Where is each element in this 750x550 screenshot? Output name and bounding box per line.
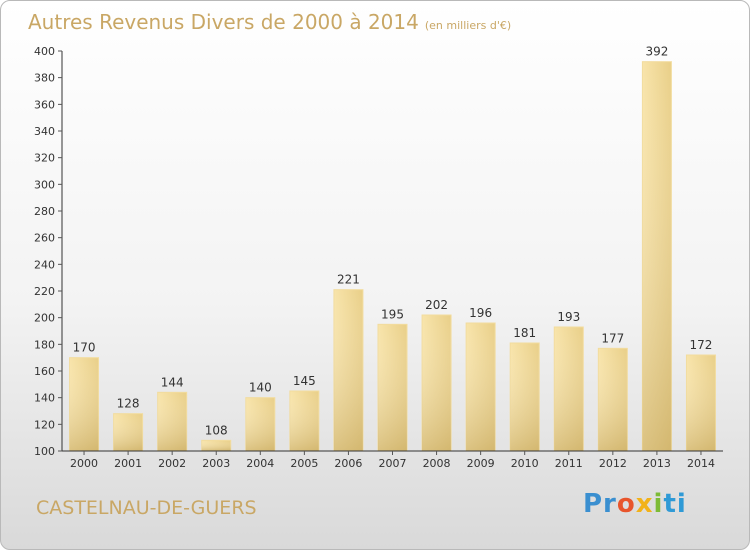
y-tick-label: 340 <box>34 125 55 138</box>
x-tick-label: 2001 <box>114 457 142 470</box>
logo-part-2: o <box>616 489 636 519</box>
x-tick-label: 2004 <box>246 457 274 470</box>
bar-shade <box>554 327 584 451</box>
x-tick-label: 2011 <box>555 457 583 470</box>
y-tick-label: 220 <box>34 285 55 298</box>
bars: 170 128 144 108 140 145 221 195 202 196 181 193 177 3… <box>69 45 716 452</box>
y-tick-label: 140 <box>34 392 55 405</box>
bar-value-label: 144 <box>161 375 184 389</box>
bar-value-label: 202 <box>425 298 448 312</box>
bar-shade <box>598 348 628 451</box>
bar-shade <box>333 289 363 451</box>
bar-value-label: 108 <box>205 423 228 437</box>
bar-shade <box>510 343 540 451</box>
bar-value-label: 145 <box>293 374 316 388</box>
bar-shade <box>289 391 319 451</box>
bar-value-label: 195 <box>381 307 404 321</box>
y-tick-label: 380 <box>34 72 55 85</box>
bar-shade <box>378 324 407 451</box>
x-axis: 2000 2001 2002 2003 2004 2005 2006 2007 2008 2009… <box>62 450 723 470</box>
bar-value-label: 172 <box>690 338 713 352</box>
y-tick-label: 320 <box>34 152 55 165</box>
logo-part-1: Pr <box>583 489 617 519</box>
chart-title: Autres Revenus Divers de 2000 à 2014 (en … <box>28 10 511 34</box>
x-tick-label: 2002 <box>158 457 186 470</box>
x-tick-label: 2012 <box>599 457 627 470</box>
x-tick-label: 2009 <box>467 457 495 470</box>
y-tick-label: 100 <box>34 445 55 458</box>
y-tick-label: 400 <box>34 45 55 58</box>
chart-title-unit: (en milliers d'€) <box>424 19 512 32</box>
bar-value-label: 140 <box>249 381 272 395</box>
x-tick-label: 2010 <box>511 457 539 470</box>
bar-value-label: 193 <box>557 310 580 324</box>
bar-value-label: 170 <box>73 341 96 355</box>
y-tick-label: 180 <box>34 338 55 351</box>
y-tick-label: 240 <box>34 258 55 271</box>
y-axis: 100 120 140 160 180 200 220 240 260 280 300 320 340 3… <box>34 45 63 458</box>
y-tick-label: 160 <box>34 365 55 378</box>
bar-shade <box>113 413 143 451</box>
logo-part-3: x <box>635 489 654 519</box>
bar-shade <box>201 440 231 451</box>
bar-shade <box>642 61 672 452</box>
bar-value-label: 181 <box>513 326 536 340</box>
bar-value-label: 196 <box>469 306 492 320</box>
x-tick-label: 2006 <box>334 457 362 470</box>
bar-value-label: 177 <box>601 331 624 345</box>
bar-shade <box>157 392 187 451</box>
bar-value-label: 221 <box>337 273 360 287</box>
chart-title-text: Autres Revenus Divers de 2000 à 2014 <box>28 10 419 34</box>
bar-shade <box>466 323 496 451</box>
y-tick-label: 280 <box>34 205 55 218</box>
x-tick-label: 2005 <box>290 457 318 470</box>
location-label: CASTELNAU-DE-GUERS <box>36 497 257 519</box>
y-tick-label: 200 <box>34 312 55 325</box>
proxiti-logo: Proxiti <box>583 489 687 519</box>
x-tick-label: 2000 <box>70 457 98 470</box>
x-tick-label: 2003 <box>202 457 230 470</box>
logo-part-4: i <box>653 489 664 519</box>
bar-value-label: 392 <box>645 45 668 59</box>
y-tick-label: 260 <box>34 232 55 245</box>
bar-value-label: 128 <box>117 397 140 411</box>
bar-shade <box>686 355 716 451</box>
y-tick-label: 360 <box>34 98 55 111</box>
bar-shade <box>422 315 452 451</box>
bar-shade <box>69 357 99 451</box>
x-tick-label: 2007 <box>379 457 407 470</box>
bar-shade <box>245 397 275 451</box>
y-tick-label: 120 <box>34 418 55 431</box>
x-tick-label: 2013 <box>643 457 671 470</box>
x-tick-label: 2014 <box>687 457 715 470</box>
logo-part-5: ti <box>663 489 687 519</box>
y-tick-label: 300 <box>34 178 55 191</box>
x-tick-label: 2008 <box>423 457 451 470</box>
